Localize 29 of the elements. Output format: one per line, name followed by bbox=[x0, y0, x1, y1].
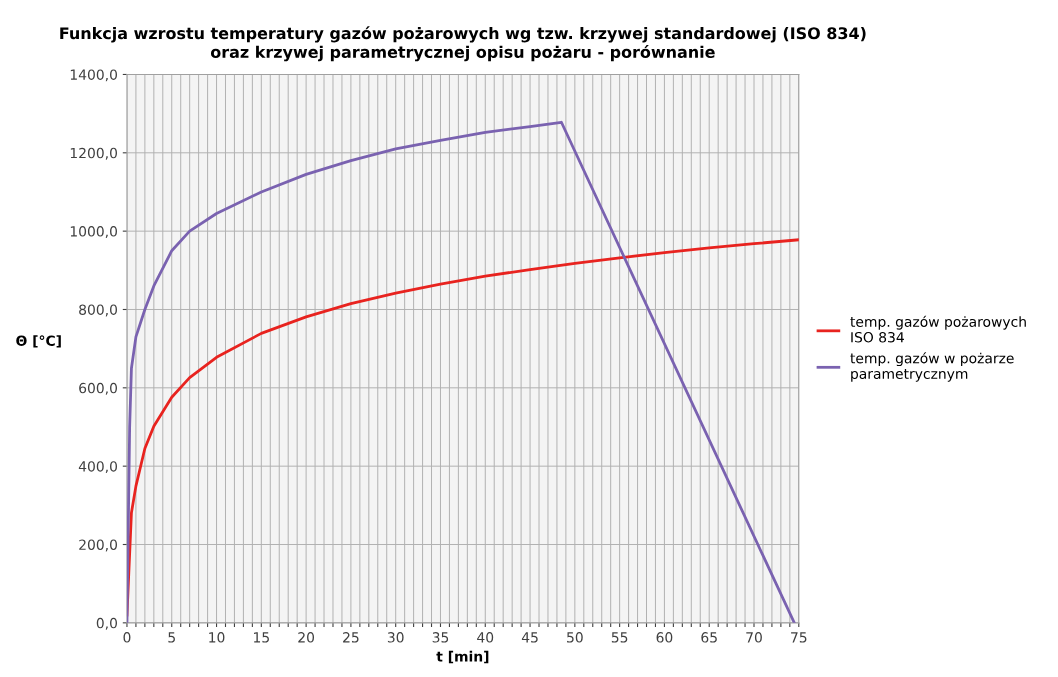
legend-label: temp. gazów pożarowych ISO 834 bbox=[850, 315, 1026, 343]
x-tick-label: 35 bbox=[432, 632, 449, 643]
x-tick-label: 20 bbox=[298, 632, 315, 643]
y-tick-label: 200,0 bbox=[79, 539, 118, 552]
x-tick-label: 50 bbox=[567, 632, 583, 643]
y-tick-label: 0,0 bbox=[96, 617, 118, 630]
x-tick-label: 10 bbox=[209, 632, 225, 643]
x-tick-label: 15 bbox=[254, 632, 269, 643]
y-tick-label: 1200,0 bbox=[70, 147, 118, 160]
chart-title: Funkcja wzrostu temperatury gazów pożarowych wg tzw. krzywej standardowej (ISO 834) oraz krzywej parametrycznej opisu pożaru - porównanie bbox=[60, 26, 866, 62]
x-tick-label: 25 bbox=[343, 632, 359, 643]
x-tick-label: 0 bbox=[123, 632, 131, 643]
x-tick-label: 75 bbox=[791, 632, 807, 643]
x-tick-label: 5 bbox=[168, 632, 175, 643]
x-tick-label: 30 bbox=[387, 632, 404, 643]
y-tick-label: 600,0 bbox=[79, 382, 118, 395]
x-tick-label: 60 bbox=[656, 632, 673, 643]
x-tick-label: 55 bbox=[611, 632, 628, 643]
x-tick-label: 45 bbox=[521, 632, 538, 643]
y-tick-label: 1000,0 bbox=[70, 226, 118, 239]
x-tick-label: 40 bbox=[477, 632, 494, 643]
x-tick-label: 70 bbox=[746, 632, 762, 643]
y-tick-label: 1400,0 bbox=[70, 69, 118, 82]
y-tick-label: 800,0 bbox=[79, 304, 118, 317]
legend-label: temp. gazów w pożarze parametrycznym bbox=[850, 352, 1014, 382]
y-axis-title: Θ [°C] bbox=[16, 335, 61, 348]
x-tick-label: 65 bbox=[701, 632, 717, 643]
y-tick-label: 400,0 bbox=[78, 461, 118, 474]
x-axis-title: t [min] bbox=[436, 650, 489, 664]
